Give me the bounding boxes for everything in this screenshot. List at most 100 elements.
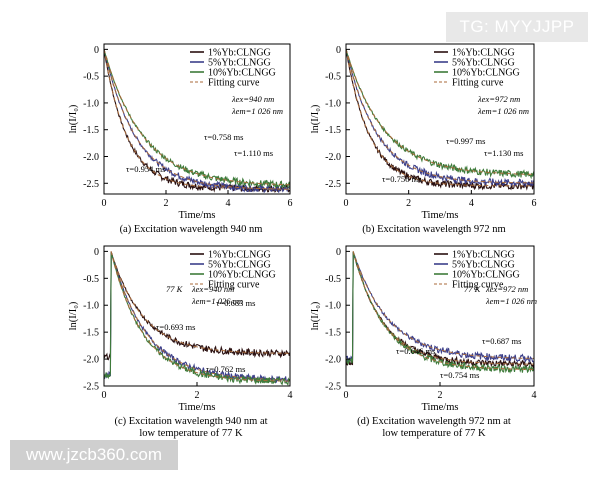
tau-label: τ=0.762 ms <box>206 364 245 374</box>
y-tick-label: 0 <box>336 45 341 56</box>
x-tick-label: 4 <box>226 198 231 209</box>
x-axis-label: Time/ms <box>179 210 216 221</box>
tau-label: τ=0.683 ms <box>216 298 255 308</box>
fit-curve-1 <box>103 49 290 190</box>
watermark-bottom: www.jzcb360.com <box>10 440 178 470</box>
series-line-2 <box>103 48 291 194</box>
plot-frame <box>103 43 291 195</box>
tau-label: τ=0.646 ms <box>396 346 435 356</box>
tau-label: τ=1.110 ms <box>234 148 273 158</box>
tau-label: τ=0.758 ms <box>204 132 243 142</box>
x-tick-label: 0 <box>102 390 107 401</box>
y-tick-label: -2.5 <box>83 179 99 190</box>
series-line-2 <box>345 48 535 188</box>
legend-label: 10%Yb:CLNGG <box>208 68 276 79</box>
x-tick-label: 6 <box>532 198 537 209</box>
y-tick-label: -1.5 <box>325 125 341 136</box>
fit-curve-2 <box>103 49 291 190</box>
fit-curve-3 <box>352 251 534 370</box>
watermark-top: TG: MYYJJPP <box>446 12 588 42</box>
legend-label: 5%Yb:CLNGG <box>208 260 271 271</box>
y-tick-label: -1.5 <box>83 328 99 339</box>
y-tick-label: -2.5 <box>325 179 341 190</box>
y-tick-label: -2.0 <box>325 152 341 163</box>
y-axis-label: ln(I/I₀) <box>310 104 321 133</box>
y-tick-label: -1.5 <box>325 328 341 339</box>
fit-curve-2 <box>345 49 535 184</box>
panel-caption: (a) Excitation wavelength 940 nm <box>120 224 263 235</box>
y-axis-label: ln(I/I₀) <box>310 301 321 330</box>
x-tick-label: 4 <box>469 198 474 209</box>
panel-caption: (d) Excitation wavelength 972 nm at <box>357 416 511 427</box>
plot-frame <box>345 43 535 195</box>
x-axis-label: Time/ms <box>422 402 459 413</box>
legend-label: 5%Yb:CLNGG <box>452 58 515 69</box>
legend-label: 10%Yb:CLNGG <box>452 270 520 281</box>
series-line-1 <box>103 251 291 361</box>
x-tick-label: 2 <box>164 198 169 209</box>
y-tick-label: -2.0 <box>325 355 341 366</box>
fit-curve-3 <box>345 49 535 175</box>
x-axis-label: Time/ms <box>422 210 459 221</box>
series-line-3 <box>345 251 535 374</box>
legend-label: Fitting curve <box>452 280 504 291</box>
y-tick-label: -0.5 <box>83 274 99 285</box>
tau-label: τ=0.997 ms <box>446 136 485 146</box>
tau-label: τ=0.687 ms <box>482 336 521 346</box>
info-label: 77 K <box>464 284 482 294</box>
info-label: λex=940 nm <box>231 94 274 104</box>
panel-caption: (c) Excitation wavelength 940 nm at <box>114 416 267 427</box>
info-label: λem=1 026 nm <box>231 106 283 116</box>
y-tick-label: -2.0 <box>83 355 99 366</box>
tau-label: τ=1.130 ms <box>484 148 523 158</box>
panel-b: 0-0.5-1.0-1.5-2.0-2.50 2 4 6Time/msln(I/I₀)… <box>310 43 537 235</box>
legend-label: 10%Yb:CLNGG <box>208 270 276 281</box>
x-tick-label: 2 <box>438 390 443 401</box>
info-label: 77 K <box>166 284 184 294</box>
x-tick-label: 0 <box>344 198 349 209</box>
y-tick-label: -0.5 <box>83 72 99 83</box>
series-line-3 <box>103 49 291 190</box>
info-label: λem=1 026 nm <box>477 106 529 116</box>
x-tick-label: 4 <box>288 390 293 401</box>
panel-c: 0-0.5-1.0-1.5-2.0-2.50 2 4Time/msln(I/I₀)1… <box>68 245 293 439</box>
y-tick-label: -0.5 <box>325 274 341 285</box>
panel-caption: (b) Excitation wavelength 972 nm <box>362 224 505 235</box>
info-label: λex=972 nm <box>485 284 528 294</box>
y-tick-label: -2.0 <box>83 152 99 163</box>
y-tick-label: -1.5 <box>83 125 99 136</box>
y-axis-label: ln(I/I₀) <box>68 104 79 133</box>
legend-label: 10%Yb:CLNGG <box>452 68 520 79</box>
legend-label: Fitting curve <box>452 78 504 89</box>
fit-curve-2 <box>352 251 534 359</box>
tau-label: τ=0.693 ms <box>156 322 195 332</box>
info-label: λem=1 026 nm <box>485 296 537 306</box>
x-tick-label: 0 <box>102 198 107 209</box>
y-axis-label: ln(I/I₀) <box>68 301 79 330</box>
x-tick-label: 4 <box>532 390 537 401</box>
y-tick-label: -2.5 <box>325 382 341 393</box>
y-tick-label: -1.0 <box>83 301 99 312</box>
tau-label: τ=0.954 ms <box>126 164 165 174</box>
fit-curve-1 <box>345 49 534 187</box>
panel-d: 0-0.5-1.0-1.5-2.0-2.50 2 4Time/msln(I/I₀)1… <box>310 245 537 439</box>
x-tick-label: 0 <box>344 390 349 401</box>
fit-curve-3 <box>110 251 291 382</box>
info-label: λex=972 nm <box>477 94 520 104</box>
y-tick-label: -2.5 <box>83 382 99 393</box>
x-tick-label: 2 <box>195 390 200 401</box>
legend-label: Fitting curve <box>208 78 260 89</box>
y-tick-label: -1.0 <box>325 98 341 109</box>
legend-label: 5%Yb:CLNGG <box>208 58 271 69</box>
fit-curve-1 <box>110 251 290 354</box>
panel-caption: low temperature of 77 K <box>382 428 486 439</box>
legend-label: 1%Yb:CLNGG <box>208 48 271 59</box>
x-tick-label: 6 <box>288 198 293 209</box>
legend-label: 1%Yb:CLNGG <box>452 48 515 59</box>
y-tick-label: 0 <box>336 247 341 258</box>
info-label: λem=1 026 nm <box>191 296 243 306</box>
y-tick-label: 0 <box>94 247 99 258</box>
legend-label: 1%Yb:CLNGG <box>452 250 515 261</box>
info-label: λex=940 nm <box>191 284 234 294</box>
